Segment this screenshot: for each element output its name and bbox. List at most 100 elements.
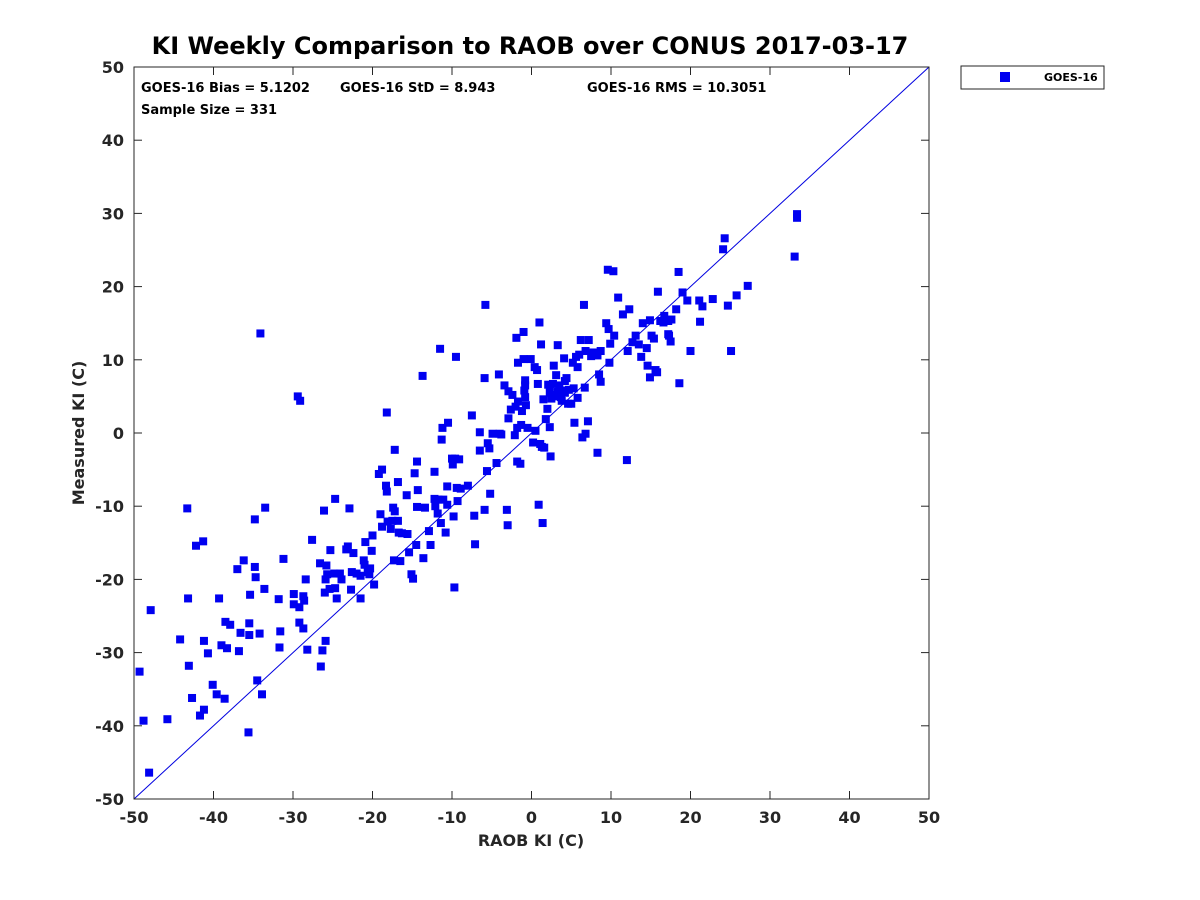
data-point (549, 361, 558, 370)
data-point (653, 287, 662, 296)
x-tick-label: 30 (759, 808, 781, 827)
data-point (444, 418, 453, 427)
x-tick-label: -40 (199, 808, 228, 827)
data-point (257, 690, 266, 699)
data-point (176, 635, 185, 644)
data-point (475, 446, 484, 455)
data-point (609, 267, 618, 276)
data-point (393, 478, 402, 487)
data-point (568, 358, 577, 367)
data-point (245, 619, 254, 628)
data-point (199, 705, 208, 714)
stat-sample-size: Sample Size = 331 (141, 103, 277, 118)
data-point (593, 448, 602, 457)
data-point (275, 643, 284, 652)
data-point (455, 455, 464, 464)
data-point (486, 489, 495, 498)
data-point (448, 460, 457, 469)
data-point (508, 390, 517, 399)
x-tick-label: 10 (600, 808, 622, 827)
data-point (517, 407, 526, 416)
data-point (555, 381, 564, 390)
data-point (436, 344, 445, 353)
data-point (667, 315, 676, 324)
data-point (343, 542, 352, 551)
data-point (659, 318, 668, 327)
data-point (672, 305, 681, 314)
data-point (506, 405, 515, 414)
data-point (686, 347, 695, 356)
data-point (383, 517, 392, 526)
data-point (368, 531, 377, 540)
data-point (534, 500, 543, 509)
x-tick-label: 20 (679, 808, 701, 827)
data-point (535, 318, 544, 327)
data-point (521, 381, 530, 390)
x-tick-label: -20 (358, 808, 387, 827)
data-point (643, 361, 652, 370)
data-point (512, 333, 521, 342)
data-point (250, 515, 259, 524)
data-point (614, 293, 623, 302)
data-point (579, 300, 588, 309)
stat-bias: GOES-16 Bias = 5.1202 (141, 81, 310, 96)
data-point (548, 379, 557, 388)
data-point (443, 482, 452, 491)
data-point (413, 502, 422, 511)
data-point (543, 404, 552, 413)
data-point (184, 661, 193, 670)
data-point (396, 557, 405, 566)
data-point (533, 366, 542, 375)
data-point (434, 495, 443, 504)
data-point (500, 381, 509, 390)
data-point (192, 541, 201, 550)
data-point (382, 408, 391, 417)
data-point (437, 435, 446, 444)
data-point (367, 546, 376, 555)
data-point (517, 420, 526, 429)
data-point (570, 418, 579, 427)
data-point (541, 415, 550, 424)
data-point (503, 521, 512, 530)
data-point (533, 379, 542, 388)
data-point (603, 265, 612, 274)
data-point (546, 452, 555, 461)
data-point (424, 527, 433, 536)
data-point (583, 417, 592, 426)
data-point (296, 396, 305, 405)
data-point (521, 393, 530, 402)
data-point (223, 644, 232, 653)
data-point (145, 768, 154, 777)
data-point (356, 594, 365, 603)
data-point (480, 374, 489, 383)
data-point (584, 336, 593, 345)
data-point (520, 386, 529, 395)
data-point (678, 288, 687, 297)
data-point (696, 317, 705, 326)
data-point (295, 603, 304, 612)
data-point (480, 505, 489, 514)
data-point (397, 529, 406, 538)
data-point (316, 559, 325, 568)
data-point (410, 469, 419, 478)
data-point (250, 562, 259, 571)
data-point (625, 305, 634, 314)
data-point (413, 486, 422, 495)
data-point (320, 588, 329, 597)
data-point (470, 511, 479, 520)
data-point (279, 554, 288, 563)
data-point (790, 252, 799, 261)
data-points (135, 210, 802, 777)
data-point (419, 554, 428, 563)
data-point (146, 606, 155, 615)
y-tick-label: -30 (95, 644, 124, 663)
y-tick-label: 20 (102, 278, 124, 297)
data-point (188, 693, 197, 702)
data-point (645, 373, 654, 382)
data-point (274, 595, 283, 604)
data-point (743, 281, 752, 290)
data-point (557, 396, 566, 405)
data-point (325, 584, 334, 593)
data-point (497, 430, 506, 439)
data-point (236, 628, 245, 637)
